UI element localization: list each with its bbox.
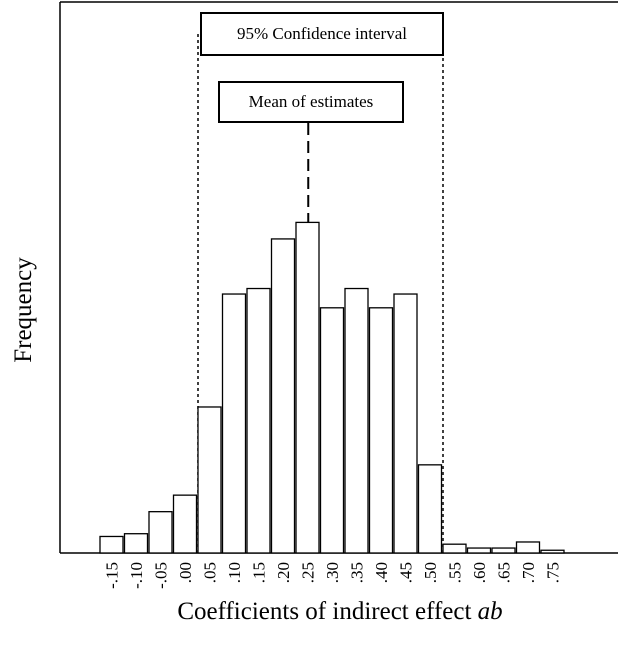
x-axis-label-wrap: Coefficients of indirect effect ab	[60, 598, 620, 638]
x-tick-label: .05	[201, 562, 220, 583]
x-tick-label: .70	[519, 562, 538, 583]
x-tick-label: .15	[250, 562, 269, 583]
x-tick-label: .10	[225, 562, 244, 583]
bar-.00	[172, 494, 198, 554]
x-tick-label: .00	[176, 562, 195, 583]
x-tick-label: -.10	[127, 562, 146, 589]
x-tick-label: .65	[495, 562, 514, 583]
bar-.70	[515, 541, 541, 554]
x-tick-label: .30	[323, 562, 342, 583]
x-axis-label: Coefficients of indirect effect	[177, 598, 478, 625]
bar-.40	[368, 307, 394, 554]
bars	[99, 221, 565, 554]
bar-.35	[344, 287, 369, 554]
x-tick-label: .50	[421, 562, 440, 583]
bar-.50	[417, 464, 443, 554]
bar--.10	[123, 533, 149, 554]
bar-.45	[393, 293, 418, 554]
bar-.75	[540, 549, 565, 554]
bar-.30	[319, 307, 345, 554]
bar-.60	[466, 547, 492, 554]
x-tick-labels: -.15 -.10 -.05 .00 .05 .10 .15 .20 .25 .30 .35 .40.…	[103, 562, 563, 589]
bar-.10	[221, 293, 247, 554]
bar--.05	[148, 511, 173, 554]
confidence-interval-label: 95% Confidence interval	[237, 24, 407, 43]
mean-of-estimates-box: Mean of estimates	[218, 81, 404, 123]
bar-.55	[442, 543, 467, 554]
x-tick-label: .55	[446, 562, 465, 583]
mean-of-estimates-label: Mean of estimates	[248, 92, 374, 111]
bar--.15	[99, 535, 124, 554]
bar-.25	[295, 221, 320, 554]
confidence-interval-box: 95% Confidence interval	[200, 12, 444, 56]
x-tick-label: .40	[372, 562, 391, 583]
x-tick-label: -.05	[152, 562, 171, 589]
y-axis-label: Frequency	[10, 257, 37, 363]
x-tick-label: .60	[470, 562, 489, 583]
x-axis-label-italic: ab	[477, 598, 503, 625]
x-tick-label: -.15	[103, 562, 122, 589]
x-tick-label: .75	[544, 562, 563, 583]
bar-.05	[197, 406, 222, 554]
y-axis-label-wrap: Frequency	[4, 160, 44, 460]
bar-.15	[246, 287, 271, 554]
bar-.65	[491, 547, 516, 554]
x-tick-label: .35	[348, 562, 367, 583]
bar-.20	[270, 238, 296, 554]
x-tick-label: .25	[299, 562, 318, 583]
x-tick-label: .20	[274, 562, 293, 583]
x-tick-label: .45	[397, 562, 416, 583]
